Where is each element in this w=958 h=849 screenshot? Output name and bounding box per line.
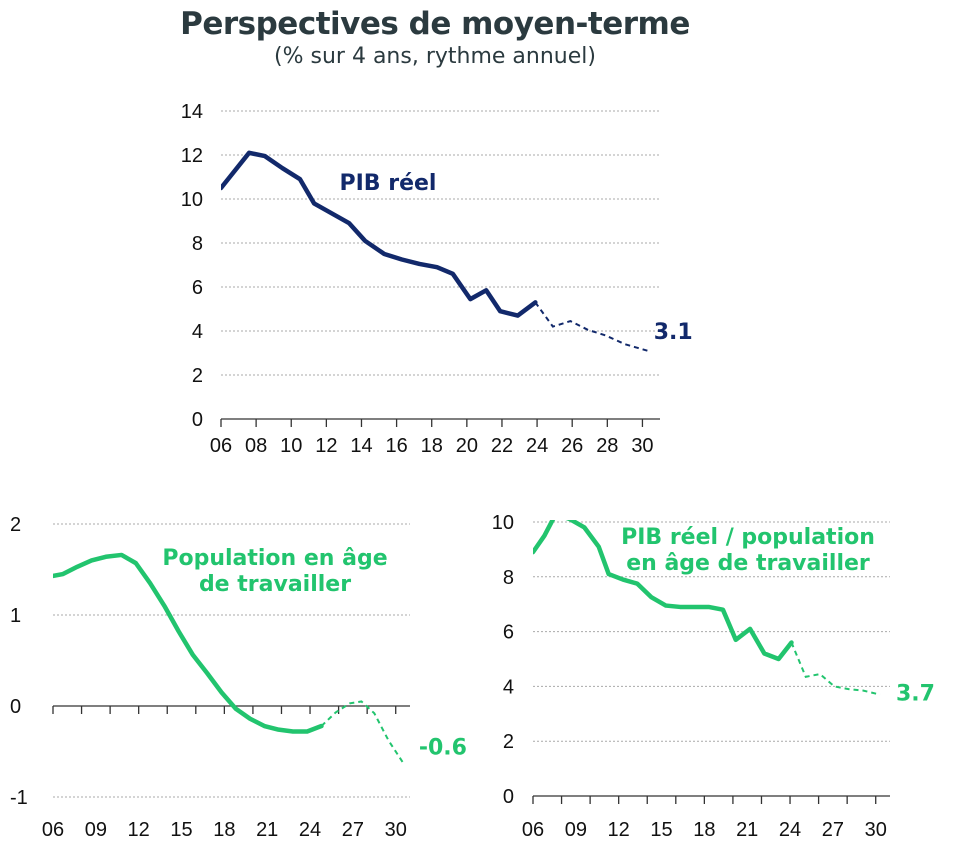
x-tick-label: 12 <box>608 819 630 841</box>
y-tick-label: 0 <box>10 696 21 718</box>
x-tick-label: 15 <box>650 819 672 841</box>
y-tick-label: 14 <box>181 101 203 123</box>
page-subtitle: (% sur 4 ans, rythme annuel) <box>274 44 596 69</box>
x-tick-label: 21 <box>736 819 758 841</box>
x-tick-label: 24 <box>299 819 321 841</box>
x-tick-label: 28 <box>596 435 618 457</box>
y-tick-label: 0 <box>192 409 203 431</box>
x-tick-label: 14 <box>350 435 372 457</box>
series-line-actual <box>53 552 324 734</box>
y-tick-label: 10 <box>492 512 514 534</box>
y-tick-label: -1 <box>10 787 28 809</box>
y-tick-label: 10 <box>181 189 203 211</box>
x-tick-label: 27 <box>822 819 844 841</box>
series-line-forecast <box>534 301 648 352</box>
series-line-forecast <box>790 642 881 696</box>
x-tick-label: 30 <box>631 435 653 457</box>
x-tick-label: 09 <box>565 819 587 841</box>
y-tick-label: 4 <box>503 676 514 698</box>
y-tick-label: 6 <box>192 277 203 299</box>
series-label: PIB réel <box>340 171 437 196</box>
x-tick-label: 22 <box>491 435 513 457</box>
end-value-label: 3.1 <box>654 320 693 345</box>
series-line-actual <box>221 150 538 318</box>
series-line-forecast <box>320 700 404 763</box>
end-value-label: -0.6 <box>419 735 467 760</box>
y-tick-label: 1 <box>10 605 21 627</box>
series-line-actual <box>533 520 794 662</box>
series-label: PIB réel / population <box>621 525 875 550</box>
y-tick-label: 4 <box>192 321 203 343</box>
x-tick-label: 24 <box>779 819 801 841</box>
x-tick-label: 08 <box>245 435 267 457</box>
x-tick-label: 30 <box>385 819 407 841</box>
series-label: Population en âge <box>162 546 387 571</box>
x-tick-label: 12 <box>128 819 150 841</box>
x-tick-label: 24 <box>526 435 548 457</box>
x-tick-label: 18 <box>421 435 443 457</box>
y-tick-label: 6 <box>503 622 514 644</box>
y-tick-label: 2 <box>192 365 203 387</box>
y-tick-label: 2 <box>10 514 21 536</box>
x-tick-label: 09 <box>85 819 107 841</box>
page-title: Perspectives de moyen-terme <box>180 6 690 42</box>
x-tick-label: 12 <box>315 435 337 457</box>
x-tick-label: 18 <box>693 819 715 841</box>
y-tick-label: 12 <box>181 145 203 167</box>
series-label: de travailler <box>199 572 351 597</box>
x-tick-label: 20 <box>456 435 478 457</box>
y-tick-label: 8 <box>192 233 203 255</box>
y-tick-label: 2 <box>503 731 514 753</box>
end-value-label: 3.7 <box>896 682 935 707</box>
x-tick-label: 27 <box>342 819 364 841</box>
x-tick-label: 30 <box>865 819 887 841</box>
x-tick-label: 06 <box>42 819 64 841</box>
x-tick-label: 18 <box>213 819 235 841</box>
x-tick-label: 26 <box>561 435 583 457</box>
x-tick-label: 16 <box>385 435 407 457</box>
y-tick-label: 8 <box>503 567 514 589</box>
x-tick-label: 10 <box>280 435 302 457</box>
x-tick-label: 15 <box>170 819 192 841</box>
y-tick-label: 0 <box>503 786 514 808</box>
series-label: en âge de travailler <box>626 551 870 576</box>
x-tick-label: 21 <box>256 819 278 841</box>
x-tick-label: 06 <box>522 819 544 841</box>
x-tick-label: 06 <box>210 435 232 457</box>
